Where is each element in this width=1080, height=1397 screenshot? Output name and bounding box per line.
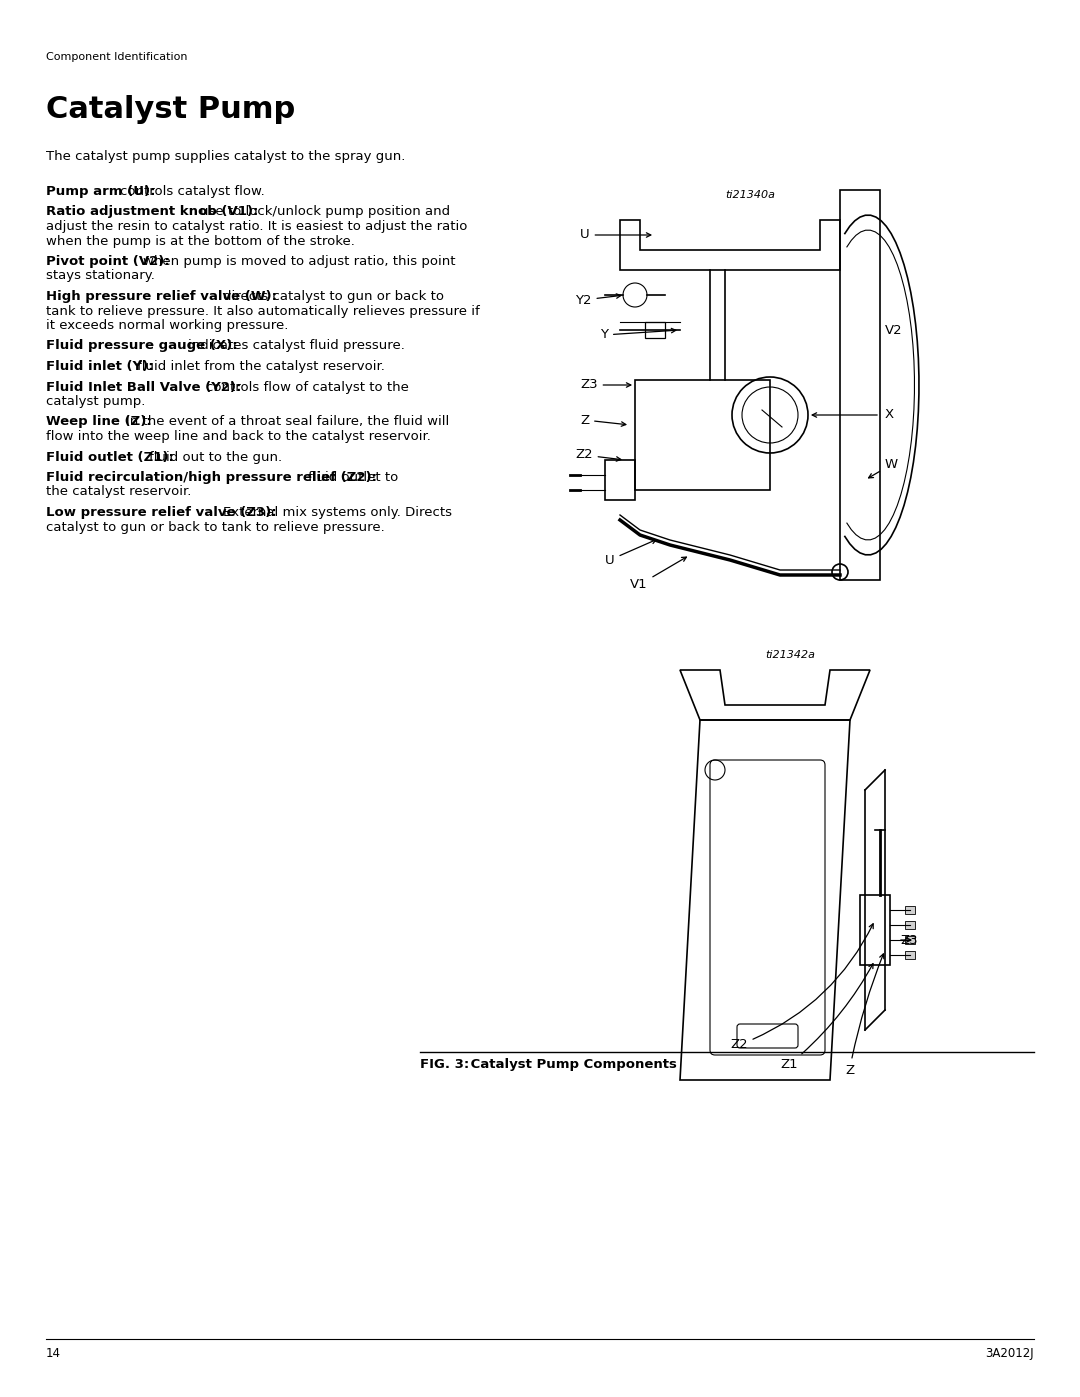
Bar — [905, 936, 915, 944]
Text: Y: Y — [600, 328, 676, 341]
Text: tank to relieve pressure. It also automatically relieves pressure if: tank to relieve pressure. It also automa… — [46, 305, 480, 317]
Text: Y2: Y2 — [575, 293, 621, 306]
Text: Weep line (Z):: Weep line (Z): — [46, 415, 152, 429]
Text: Z: Z — [845, 954, 883, 1077]
Text: controls flow of catalyst to the: controls flow of catalyst to the — [205, 380, 408, 394]
Text: catalyst to gun or back to tank to relieve pressure.: catalyst to gun or back to tank to relie… — [46, 521, 384, 534]
Bar — [905, 907, 915, 914]
Text: In the event of a throat seal failure, the fluid will: In the event of a throat seal failure, t… — [125, 415, 449, 429]
Text: Catalyst Pump Components: Catalyst Pump Components — [465, 1058, 676, 1071]
Text: when pump is moved to adjust ratio, this point: when pump is moved to adjust ratio, this… — [143, 256, 456, 268]
Text: indicates catalyst fluid pressure.: indicates catalyst fluid pressure. — [189, 339, 405, 352]
Text: V2: V2 — [885, 324, 903, 337]
Text: FIG. 3:: FIG. 3: — [420, 1058, 469, 1071]
Text: use to lock/unlock pump position and: use to lock/unlock pump position and — [200, 205, 450, 218]
Text: Fluid Inlet Ball Valve (Y2):: Fluid Inlet Ball Valve (Y2): — [46, 380, 241, 394]
Text: Z2: Z2 — [730, 923, 874, 1052]
Bar — [645, 321, 665, 338]
Text: Z1: Z1 — [780, 964, 873, 1071]
Text: Component Identification: Component Identification — [46, 52, 188, 61]
Text: Fluid pressure gauge (X):: Fluid pressure gauge (X): — [46, 339, 238, 352]
Text: 3A2012J: 3A2012J — [985, 1347, 1034, 1361]
Text: ti21340a: ti21340a — [725, 190, 775, 200]
Bar — [860, 895, 890, 965]
Text: External mix systems only. Directs: External mix systems only. Directs — [222, 506, 451, 520]
Text: Low pressure relief valve (Z3):: Low pressure relief valve (Z3): — [46, 506, 276, 520]
Text: V1: V1 — [630, 557, 687, 591]
Text: 14: 14 — [46, 1347, 60, 1361]
Text: flow into the weep line and back to the catalyst reservoir.: flow into the weep line and back to the … — [46, 430, 431, 443]
Text: Z2: Z2 — [575, 448, 621, 461]
Text: fluid inlet from the catalyst reservoir.: fluid inlet from the catalyst reservoir. — [137, 360, 386, 373]
Bar — [905, 951, 915, 958]
Text: fluid outlet to: fluid outlet to — [308, 471, 399, 483]
Text: Fluid recirculation/high pressure relief (Z2):: Fluid recirculation/high pressure relief… — [46, 471, 377, 483]
Bar — [905, 921, 915, 929]
Text: catalyst pump.: catalyst pump. — [46, 395, 146, 408]
Text: Fluid outlet (Z1):: Fluid outlet (Z1): — [46, 450, 174, 464]
Text: fluid out to the gun.: fluid out to the gun. — [149, 450, 282, 464]
Text: The catalyst pump supplies catalyst to the spray gun.: The catalyst pump supplies catalyst to t… — [46, 149, 405, 163]
Text: stays stationary.: stays stationary. — [46, 270, 154, 282]
Text: U: U — [605, 539, 657, 567]
Text: Catalyst Pump: Catalyst Pump — [46, 95, 295, 124]
Text: Ratio adjustment knob (V1):: Ratio adjustment knob (V1): — [46, 205, 258, 218]
Text: adjust the resin to catalyst ratio. It is easiest to adjust the ratio: adjust the resin to catalyst ratio. It i… — [46, 219, 468, 233]
Text: ti21342a: ti21342a — [765, 650, 815, 659]
Text: X: X — [885, 408, 894, 422]
Text: W: W — [885, 458, 899, 472]
Text: Fluid inlet (Y):: Fluid inlet (Y): — [46, 360, 153, 373]
Text: directs catalyst to gun or back to: directs catalyst to gun or back to — [222, 291, 444, 303]
Text: Z3: Z3 — [900, 933, 918, 947]
Text: High pressure relief valve (W):: High pressure relief valve (W): — [46, 291, 276, 303]
Text: U: U — [580, 229, 651, 242]
Text: Z: Z — [580, 414, 625, 426]
Text: the catalyst reservoir.: the catalyst reservoir. — [46, 486, 191, 499]
Text: Pump arm (U):: Pump arm (U): — [46, 184, 156, 198]
Text: Pivot point (V2):: Pivot point (V2): — [46, 256, 170, 268]
Text: Z3: Z3 — [580, 379, 631, 391]
Text: controls catalyst flow.: controls catalyst flow. — [120, 184, 265, 198]
Text: it exceeds normal working pressure.: it exceeds normal working pressure. — [46, 319, 288, 332]
Text: when the pump is at the bottom of the stroke.: when the pump is at the bottom of the st… — [46, 235, 355, 247]
